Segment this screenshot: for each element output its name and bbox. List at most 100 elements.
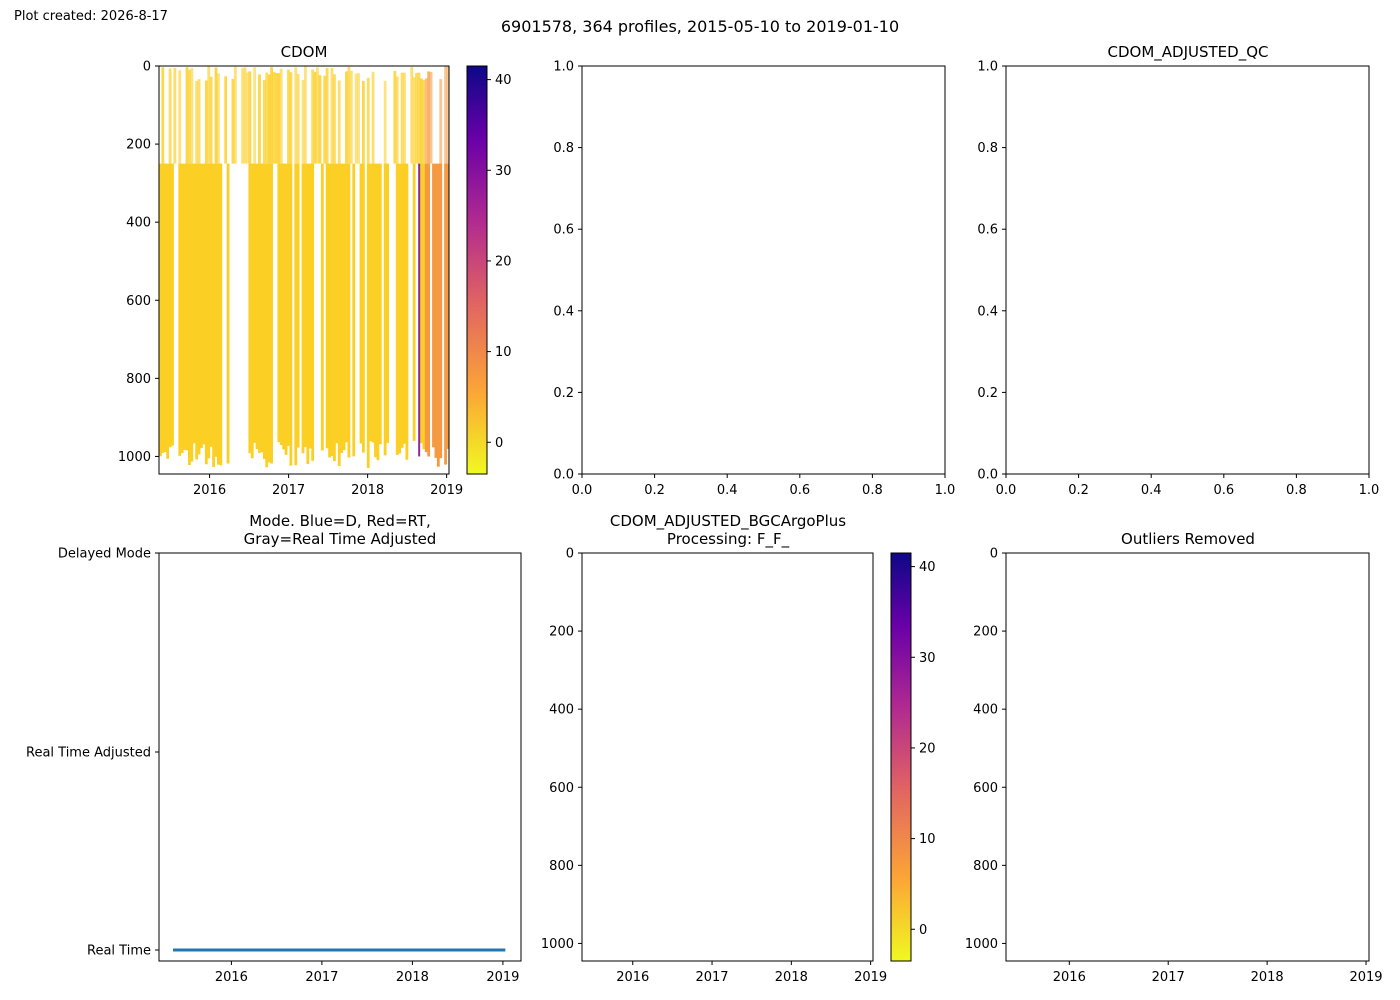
cdom-surface-column <box>337 80 341 164</box>
cdom-profile-column <box>171 163 174 446</box>
cdom-surface-column <box>420 78 423 164</box>
cdom-colorbar-ticks: 0 10 20 30 40 <box>487 73 512 451</box>
cdom-profile-column <box>386 163 389 444</box>
colorbar-tick-label: 30 <box>919 651 936 666</box>
y-tick-label: 800 <box>549 859 574 874</box>
y-tick-label: 0.4 <box>977 304 998 319</box>
panel-mode: Mode. Blue=D, Red=RT, Gray=Real Time Adj… <box>26 512 522 985</box>
panel-bgcargoplus-title-line1: CDOM_ADJUSTED_BGCArgoPlus <box>610 512 846 531</box>
x-tick-label: 0.2 <box>644 483 665 498</box>
cdom-profile-column <box>398 163 402 454</box>
y-tick-label: 0 <box>566 547 574 562</box>
colorbar-tick-label: 20 <box>919 741 936 756</box>
cdom-profile-column <box>335 163 339 444</box>
cdom-profile-column <box>166 163 170 459</box>
cdom-profile-column <box>190 163 194 462</box>
mode-y-tick-label: Real Time <box>87 944 151 959</box>
cdom-surface-column <box>400 72 404 164</box>
cdom-profile-column <box>226 163 230 464</box>
y-tick-label: 600 <box>549 781 574 796</box>
cdom-profile-column <box>369 163 373 442</box>
cdom-profile-column <box>296 163 300 448</box>
x-tick-label: 1.0 <box>1359 483 1380 498</box>
panel-mode-frame <box>158 552 522 962</box>
y-tick-label: 800 <box>126 372 151 387</box>
bgcargoplus-colorbar-ticks: 0 10 20 30 40 <box>911 560 936 938</box>
cdom-surface-column <box>267 74 271 164</box>
x-tick-label: 2018 <box>1251 970 1284 985</box>
cdom-profile-column <box>200 163 203 449</box>
x-tick-label: 2016 <box>215 970 248 985</box>
cdom-surface-column <box>412 77 416 164</box>
cdom-surface-column <box>395 76 399 164</box>
cdom-profile-column <box>337 163 341 467</box>
y-tick-label: 0 <box>143 60 151 75</box>
cdom-profile-column <box>400 163 404 448</box>
y-tick-label: 400 <box>549 703 574 718</box>
cdom-profile-column <box>248 163 252 454</box>
cdom-profile-column <box>378 163 382 445</box>
x-tick-label: 2019 <box>486 970 519 985</box>
x-tick-label: 0.2 <box>1068 483 1089 498</box>
cdom-surface-column <box>168 68 172 164</box>
cdom-profile-column <box>258 163 261 453</box>
cdom-surface-column <box>277 73 281 164</box>
cdom-profile-column <box>439 163 443 459</box>
x-tick-label: 0.0 <box>996 483 1017 498</box>
colorbar-tick-label: 30 <box>495 164 512 179</box>
mode-y-tick-label: Real Time Adjusted <box>26 746 151 761</box>
cdom-surface-column <box>446 66 449 164</box>
cdom-profile-column <box>412 163 416 441</box>
cdom-surface-column <box>185 67 189 164</box>
cdom-profile-column <box>371 163 375 443</box>
panel-bgcargoplus-axes: 0 200 400 600 800 1000 2016 2017 2018 2019 <box>541 547 887 986</box>
y-tick-label: 0.0 <box>977 468 998 483</box>
panel-adjusted-qc-title: CDOM_ADJUSTED_QC <box>1108 43 1269 62</box>
colorbar-tick-label: 10 <box>919 832 936 847</box>
cdom-surface-column <box>296 73 300 164</box>
x-tick-label: 0.8 <box>862 483 883 498</box>
cdom-surface-column <box>311 69 315 164</box>
cdom-surface-column <box>243 67 247 164</box>
colorbar-tick-label: 0 <box>919 923 927 938</box>
cdom-profile-column <box>420 163 423 444</box>
cdom-surface-column <box>209 76 213 164</box>
y-tick-label: 200 <box>126 138 151 153</box>
y-tick-label: 0 <box>990 547 998 562</box>
x-tick-label: 0.8 <box>1286 483 1307 498</box>
cdom-profile-column <box>328 163 331 458</box>
y-tick-label: 200 <box>973 625 998 640</box>
cdom-profile-column <box>163 163 167 453</box>
x-tick-label: 2017 <box>272 483 305 498</box>
panel-bgcargoplus-title-line2: Processing: F_F_ <box>667 530 790 549</box>
cdom-profile-column <box>277 163 281 443</box>
cdom-profile-column <box>446 163 449 449</box>
cdom-surface-column <box>362 81 365 164</box>
panel-cdom-frame <box>158 65 450 475</box>
cdom-profile-column <box>202 163 206 445</box>
panel-outliers-title: Outliers Removed <box>1121 530 1255 548</box>
x-tick-label: 0.0 <box>572 483 593 498</box>
cdom-profile-column <box>217 163 220 465</box>
x-tick-label: 2018 <box>775 970 808 985</box>
cdom-heatmap <box>159 66 449 469</box>
colorbar-tick-label: 10 <box>495 345 512 360</box>
cdom-profile-column <box>192 163 196 444</box>
cdom-surface-column <box>323 75 327 164</box>
cdom-surface-column <box>204 80 208 164</box>
cdom-surface-column <box>248 71 252 164</box>
cdom-profile-column <box>282 163 286 450</box>
cdom-colorbar <box>466 65 488 475</box>
cdom-profile-column <box>287 163 290 446</box>
cdom-profile-column <box>427 163 431 457</box>
cdom-profile-column <box>308 163 312 449</box>
y-tick-label: 1.0 <box>553 60 574 75</box>
x-tick-label: 0.4 <box>1141 483 1162 498</box>
cdom-surface-column <box>429 71 433 164</box>
cdom-profile-column <box>168 163 172 448</box>
cdom-surface-column <box>393 70 397 164</box>
cdom-profile-column <box>340 163 344 453</box>
panel-adjusted-qc-axes: 0.0 0.2 0.4 0.6 0.8 1.0 0.0 0.2 0.4 0.6 0.8 1.0 <box>977 60 1379 499</box>
panel-outliers-axes: 0 200 400 600 800 1000 2016 2017 2018 2019 <box>965 547 1383 986</box>
